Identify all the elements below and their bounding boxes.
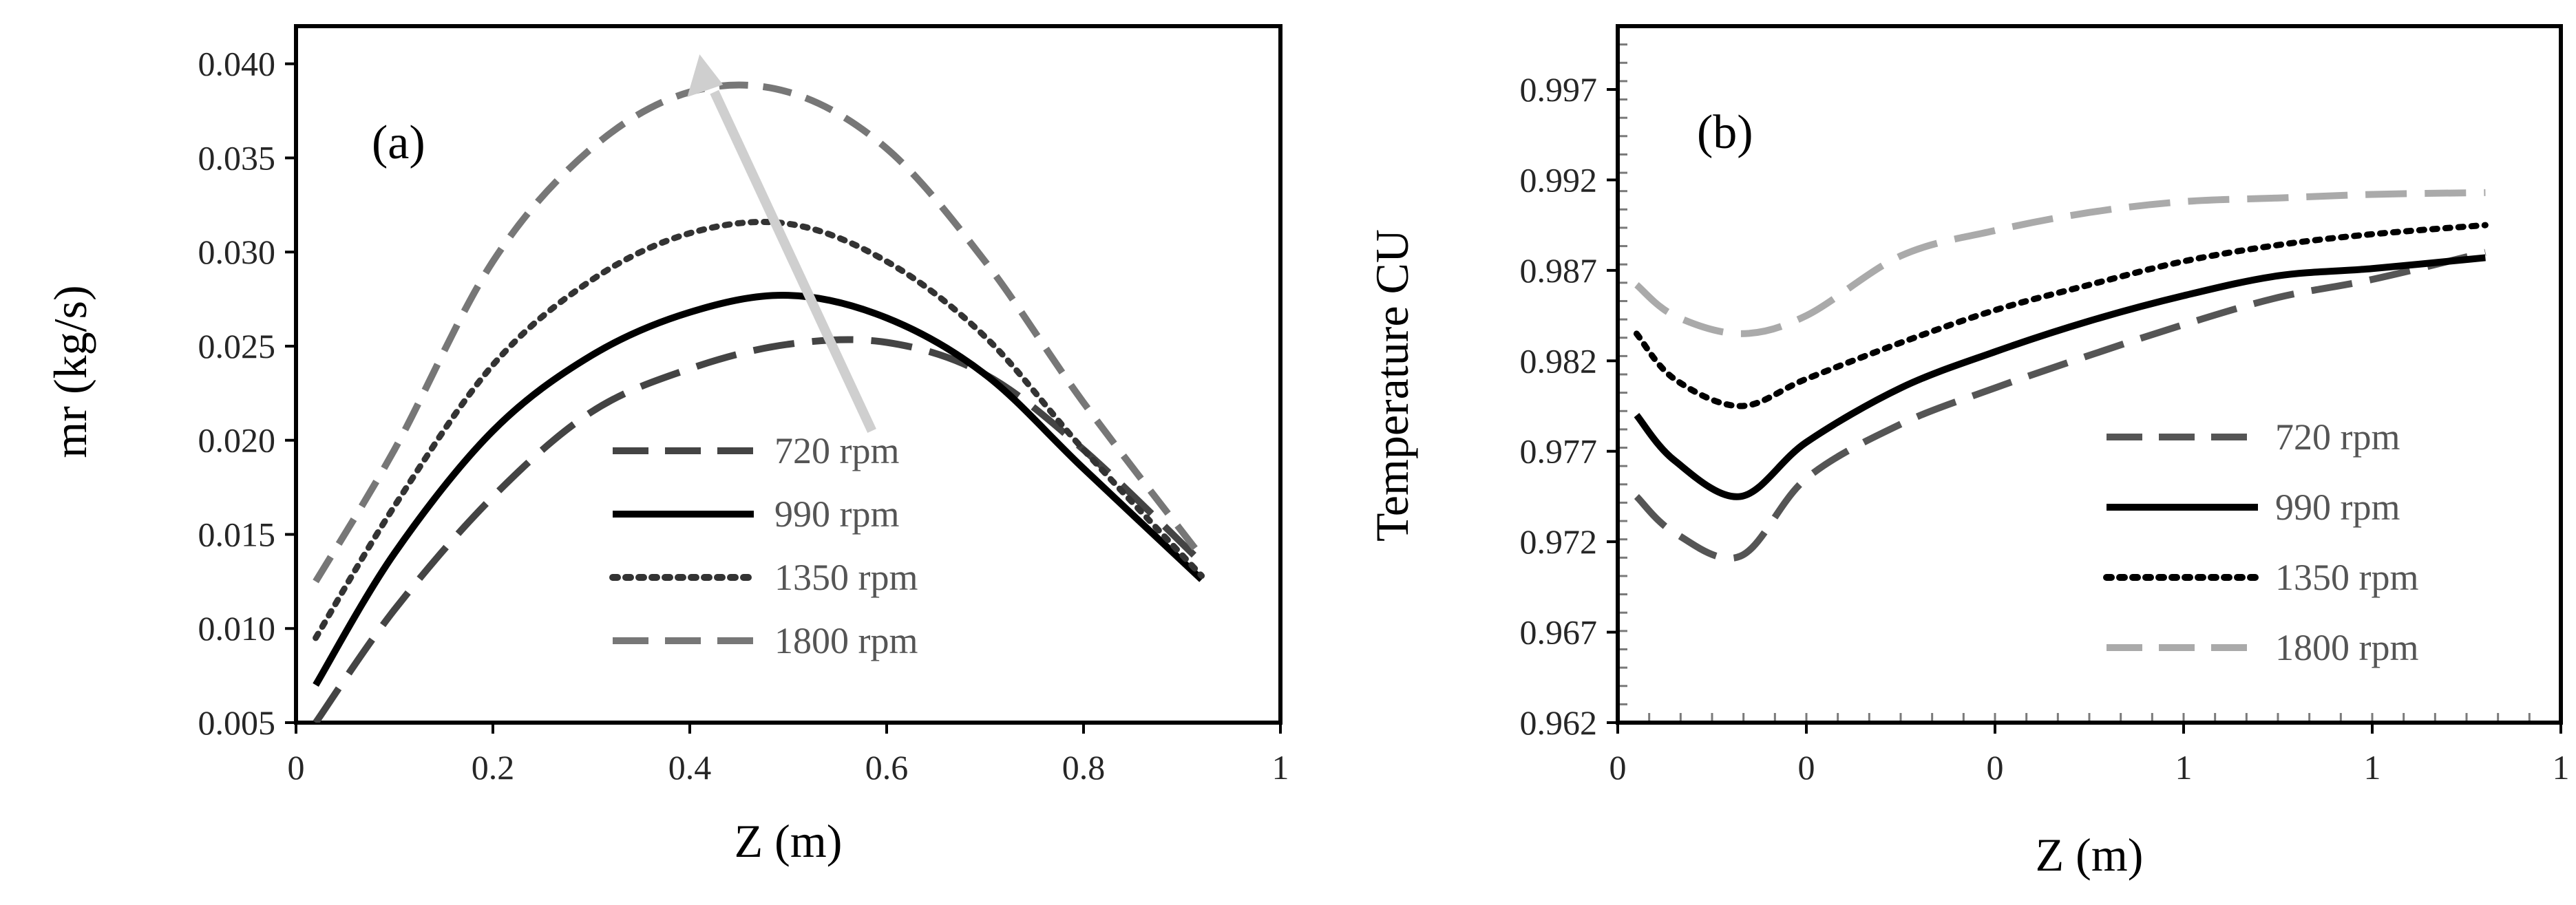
series-line-1350-rpm <box>313 219 1205 641</box>
y-tick-label: 0.977 <box>1520 432 1598 471</box>
series-line-1350-rpm <box>1633 222 2489 409</box>
y-axis-title: Temperature CU <box>1366 229 1418 542</box>
legend-label: 1800 rpm <box>2275 627 2419 668</box>
panel-label: (b) <box>1697 106 1753 159</box>
legend-label: 1350 rpm <box>2275 557 2419 598</box>
y-tick-label: 0.992 <box>1520 160 1598 199</box>
y-tick-label: 0.020 <box>198 421 276 460</box>
x-tick-label: 1 <box>2553 748 2570 787</box>
legend-label: 1800 rpm <box>774 620 918 661</box>
chart-panel-b: 0 0 0 1 1 1 0.962 0.967 0.972 0.977 0.982 0.987 0.99… <box>1366 24 2570 881</box>
x-tick-label: 0.6 <box>865 748 909 787</box>
series-line-990-rpm <box>1634 254 2486 500</box>
plot-frame <box>1616 24 2563 725</box>
trend-arrow-head <box>687 54 724 98</box>
y-tick-label: 0.025 <box>198 327 276 365</box>
x-tick-label: 0.2 <box>472 748 515 787</box>
legend-label: 990 rpm <box>774 493 900 535</box>
y-axis-title: mr (kg/s) <box>44 285 96 458</box>
x-tick-label: 0 <box>288 748 305 787</box>
y-tick-label: 0.035 <box>198 138 276 177</box>
y-tick-label: 0.040 <box>198 45 276 83</box>
series-line-1800-rpm <box>313 81 1205 584</box>
legend-label: 990 rpm <box>2275 487 2400 528</box>
x-tick-label: 0 <box>1987 748 2004 787</box>
x-tick-label: 0 <box>1609 748 1627 787</box>
x-axis-title: Z (m) <box>735 815 843 867</box>
y-tick-label: 0.962 <box>1520 703 1598 742</box>
x-tick-label: 1 <box>2364 748 2381 787</box>
legend-label: 720 rpm <box>2275 416 2400 458</box>
y-tick-label: 0.972 <box>1520 522 1598 561</box>
y-tick-label: 0.010 <box>198 609 276 648</box>
x-tick-label: 0.4 <box>668 748 712 787</box>
y-tick-label: 0.030 <box>198 233 276 271</box>
trend-arrow-shaft <box>710 89 876 434</box>
y-tick-label: 0.982 <box>1520 341 1598 380</box>
chart-panel-a: 0 0.2 0.4 0.6 0.8 1 0.005 0.010 0.015 0.020 0.025 0… <box>44 24 1289 867</box>
y-tick-label: 0.967 <box>1520 613 1598 652</box>
y-tick-label: 0.987 <box>1520 251 1598 290</box>
panel-label: (a) <box>372 116 425 169</box>
legend-label: 720 rpm <box>774 430 900 471</box>
legend-label: 1350 rpm <box>774 557 918 598</box>
x-tick-label: 1 <box>1272 748 1289 787</box>
y-tick-label: 0.005 <box>198 703 276 742</box>
y-tick-label: 0.015 <box>198 515 276 553</box>
plot-frame <box>294 24 1282 725</box>
series-line-720-rpm <box>313 336 1205 723</box>
x-tick-label: 1 <box>2175 748 2193 787</box>
x-tick-label: 0.8 <box>1062 748 1106 787</box>
series-line-720-rpm <box>1634 248 2487 562</box>
series-line-1800-rpm <box>1634 189 2486 337</box>
x-tick-label: 0 <box>1798 748 1815 787</box>
y-tick-label: 0.997 <box>1520 70 1598 109</box>
series-line-990-rpm <box>313 292 1205 687</box>
x-axis-title: Z (m) <box>2036 829 2144 881</box>
